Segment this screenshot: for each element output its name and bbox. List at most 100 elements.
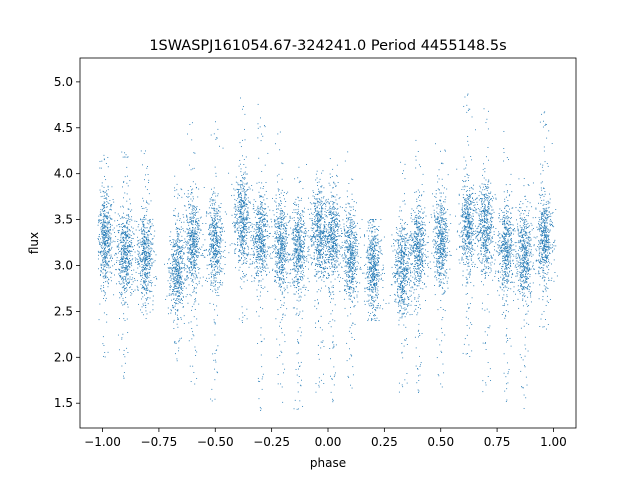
- data-point: [246, 228, 248, 230]
- data-point: [253, 277, 255, 279]
- data-point: [192, 232, 194, 234]
- data-point: [127, 240, 129, 242]
- data-point: [241, 198, 243, 200]
- data-point: [178, 269, 180, 271]
- data-point: [143, 233, 145, 235]
- data-point: [107, 232, 109, 234]
- data-point: [216, 213, 218, 214]
- data-point: [279, 131, 281, 133]
- data-point: [240, 211, 242, 213]
- data-point: [211, 246, 213, 248]
- data-point: [121, 249, 122, 251]
- data-point: [197, 267, 199, 268]
- data-point: [282, 216, 284, 218]
- data-point: [260, 255, 261, 257]
- data-point: [216, 314, 218, 316]
- data-point: [168, 270, 170, 272]
- data-point: [281, 269, 283, 271]
- data-point: [288, 221, 290, 223]
- data-point: [190, 248, 192, 250]
- data-point: [260, 259, 262, 261]
- data-point: [216, 239, 218, 241]
- data-point: [214, 263, 215, 265]
- data-point: [285, 245, 287, 247]
- data-point: [210, 260, 212, 262]
- data-point: [104, 257, 106, 259]
- data-point: [136, 221, 138, 222]
- data-point: [199, 228, 201, 230]
- data-point: [182, 306, 184, 308]
- data-point: [106, 263, 108, 265]
- data-point: [300, 251, 302, 253]
- data-point: [124, 260, 126, 262]
- data-point: [174, 260, 176, 262]
- data-point: [105, 281, 106, 283]
- data-point: [177, 264, 178, 266]
- data-point: [217, 128, 219, 130]
- data-point: [286, 224, 287, 226]
- data-point: [220, 218, 222, 219]
- data-point: [294, 230, 296, 232]
- data-point: [194, 253, 196, 255]
- data-point: [179, 274, 181, 276]
- data-point: [260, 213, 262, 215]
- data-point: [129, 234, 131, 236]
- data-point: [276, 230, 278, 232]
- data-point: [143, 258, 145, 259]
- data-point: [246, 318, 248, 320]
- data-point: [194, 240, 196, 242]
- data-point: [216, 236, 218, 238]
- data-point: [209, 248, 210, 250]
- data-point: [253, 199, 255, 201]
- data-point: [211, 247, 213, 249]
- data-point: [255, 261, 257, 263]
- data-point: [263, 338, 265, 340]
- data-point: [190, 257, 192, 259]
- data-point: [240, 193, 242, 194]
- data-point: [243, 240, 245, 242]
- data-point: [206, 213, 208, 215]
- data-point: [272, 245, 274, 247]
- data-point: [238, 230, 240, 232]
- data-point: [253, 243, 255, 245]
- data-point: [179, 279, 181, 281]
- data-point: [126, 182, 128, 184]
- data-point: [301, 266, 303, 268]
- data-point: [193, 212, 194, 214]
- data-point: [298, 234, 300, 236]
- data-point: [142, 252, 144, 254]
- data-point: [301, 226, 303, 228]
- data-point: [144, 267, 146, 269]
- data-point: [219, 267, 221, 269]
- data-point: [242, 217, 244, 219]
- data-point: [280, 254, 281, 256]
- data-point: [284, 247, 286, 249]
- data-point: [125, 241, 127, 243]
- data-point: [263, 218, 265, 220]
- data-point: [179, 240, 181, 242]
- data-point: [195, 219, 196, 221]
- data-point: [102, 243, 104, 245]
- data-point: [173, 279, 175, 281]
- data-point: [280, 286, 282, 288]
- data-point: [155, 276, 157, 277]
- data-point: [108, 260, 110, 262]
- data-point: [104, 205, 106, 206]
- data-point: [106, 314, 108, 316]
- data-point: [170, 279, 172, 281]
- data-point: [213, 245, 215, 246]
- data-point: [213, 248, 215, 250]
- data-point: [210, 237, 212, 239]
- data-point: [282, 247, 284, 249]
- data-point: [194, 245, 195, 247]
- data-point: [284, 227, 286, 229]
- data-point: [167, 313, 169, 315]
- data-point: [276, 262, 278, 264]
- data-point: [124, 356, 126, 358]
- data-point: [207, 254, 208, 256]
- data-point: [193, 286, 195, 288]
- data-point: [214, 213, 216, 215]
- data-point: [177, 276, 178, 278]
- data-point: [127, 226, 129, 228]
- data-point: [235, 176, 237, 178]
